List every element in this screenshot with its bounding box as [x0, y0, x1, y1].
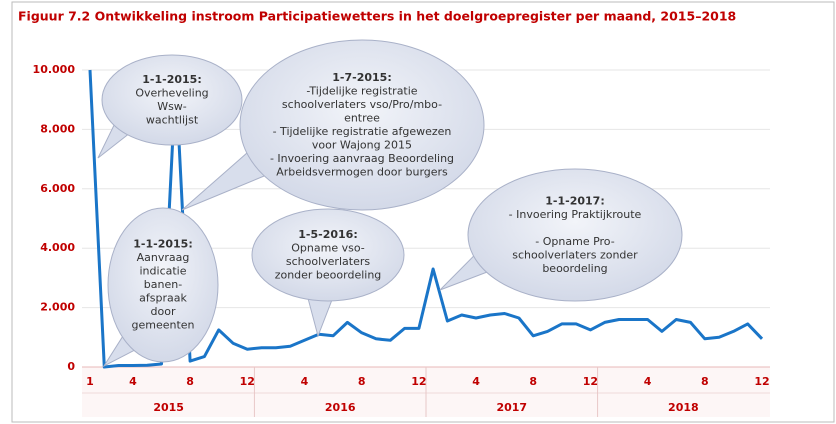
callout-line: entree — [344, 111, 380, 124]
x-tick-label: 12 — [583, 375, 598, 388]
x-tick-label: 1 — [86, 375, 94, 388]
callout-line: - Tijdelijke registratie afgewezen — [273, 125, 452, 138]
callout-line: schoolverlaters zonder — [512, 248, 638, 261]
year-label: 2015 — [153, 401, 184, 414]
callout-heading: 1-1-2015: — [142, 73, 201, 86]
callout-line: - Opname Pro- — [535, 235, 614, 248]
callout-line: zonder beoordeling — [275, 268, 382, 281]
chart-title: Figuur 7.2 Ontwikkeling instroom Partici… — [18, 9, 736, 24]
x-tick-label: 12 — [411, 375, 426, 388]
y-tick-label: 4.000 — [40, 241, 75, 254]
callout-line: schoolverlaters vso/Pro/mbo- — [282, 98, 442, 111]
callout-heading: 1-7-2015: — [332, 71, 391, 84]
year-label: 2018 — [668, 401, 699, 414]
x-tick-label: 12 — [754, 375, 769, 388]
callout-line: wachtlijst — [146, 113, 199, 126]
y-tick-label: 10.000 — [33, 63, 76, 76]
callout-bubble — [467, 168, 683, 302]
callout-line: schoolverlaters — [286, 255, 370, 268]
data-line — [88, 69, 764, 369]
callout-line: Overheveling — [135, 86, 208, 99]
callout-line: door — [151, 305, 176, 318]
year-label: 2017 — [496, 401, 527, 414]
x-tick-label: 4 — [644, 375, 652, 388]
callout-line: gemeenten — [131, 319, 194, 332]
callout-line: - Invoering Praktijkroute — [509, 208, 642, 221]
x-tick-label: 4 — [129, 375, 137, 388]
x-tick-label: 8 — [358, 375, 366, 388]
callout: 1-5-2016:Opname vso-schoolverlaterszonde… — [251, 208, 405, 338]
callout: 1-1-2015:Aanvraagindicatiebanen-afspraak… — [102, 207, 219, 368]
callout-line: - Invoering aanvraag Beoordeling — [270, 152, 454, 165]
callout-line: Wsw- — [157, 100, 187, 113]
x-tick-label: 4 — [472, 375, 480, 388]
callout-line: beoordeling — [542, 262, 607, 275]
callout-line: banen- — [144, 278, 182, 291]
y-tick-label: 8.000 — [40, 122, 75, 135]
callout-heading: 1-1-2015: — [133, 238, 192, 251]
callout-line: voor Wajong 2015 — [312, 138, 412, 151]
x-tick-label: 12 — [240, 375, 255, 388]
callout: 1-7-2015:-Tijdelijke registratieschoolve… — [181, 39, 485, 211]
callout-bubble — [251, 208, 405, 302]
callout-line: Opname vso- — [291, 241, 365, 254]
year-label: 2016 — [325, 401, 356, 414]
callout-line: -Tijdelijke registratie — [306, 84, 417, 97]
callout-line: afspraak — [139, 292, 187, 305]
x-tick-label: 8 — [701, 375, 709, 388]
x-tick-label: 8 — [529, 375, 537, 388]
y-tick-label: 6.000 — [40, 182, 75, 195]
callout-line: Aanvraag — [137, 251, 190, 264]
callout-line: indicatie — [140, 265, 187, 278]
callout-heading: 1-5-2016: — [298, 228, 357, 241]
callout: 1-1-2017:- Invoering Praktijkroute - Opna… — [439, 168, 683, 302]
x-tick-label: 4 — [301, 375, 309, 388]
callout-bubble — [107, 207, 219, 363]
callout-line: Arbeidsvermogen door burgers — [276, 165, 448, 178]
x-tick-label: 8 — [186, 375, 194, 388]
y-tick-label: 2.000 — [40, 301, 75, 314]
callout-heading: 1-1-2017: — [545, 194, 604, 207]
y-tick-label: 0 — [67, 360, 75, 373]
callout-bubble — [101, 54, 243, 146]
callout-bubble — [239, 39, 485, 211]
